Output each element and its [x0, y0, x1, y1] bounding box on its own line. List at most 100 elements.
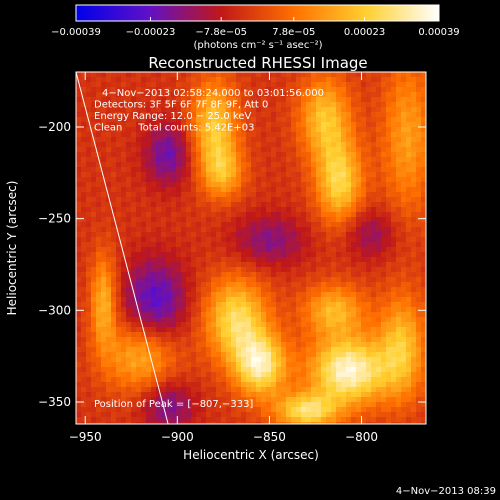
heatmap-pixel [81, 172, 87, 178]
heatmap-pixel [91, 162, 97, 168]
heatmap-pixel [161, 77, 167, 83]
heatmap-pixel [261, 397, 267, 403]
heatmap-pixel [396, 322, 402, 328]
heatmap-pixel [96, 212, 102, 218]
heatmap-pixel [111, 167, 117, 173]
heatmap-pixel [376, 107, 382, 113]
heatmap-pixel [396, 347, 402, 353]
heatmap-pixel [131, 287, 137, 293]
heatmap-pixel [86, 272, 92, 278]
heatmap-pixel [261, 182, 267, 188]
heatmap-pixel [366, 342, 372, 348]
heatmap-pixel [361, 282, 367, 288]
heatmap-pixel [101, 317, 107, 323]
heatmap-pixel [271, 117, 277, 123]
heatmap-pixel [411, 142, 417, 148]
heatmap-pixel [406, 112, 412, 118]
heatmap-pixel [91, 172, 97, 178]
heatmap-pixel [151, 132, 157, 138]
heatmap-pixel [261, 367, 267, 373]
heatmap-pixel [166, 192, 172, 198]
heatmap-pixel [216, 307, 222, 313]
heatmap-pixel [171, 352, 177, 358]
heatmap-pixel [346, 367, 352, 373]
heatmap-pixel [91, 257, 97, 263]
heatmap-pixel [161, 267, 167, 273]
heatmap-pixel [106, 262, 112, 268]
heatmap-pixel [261, 87, 267, 93]
heatmap-pixel [191, 302, 197, 308]
heatmap-pixel [156, 372, 162, 378]
heatmap-pixel [156, 422, 162, 424]
heatmap-pixel [181, 147, 187, 153]
heatmap-pixel [231, 182, 237, 188]
heatmap-pixel [221, 422, 227, 424]
heatmap-pixel [421, 92, 426, 98]
heatmap-pixel [136, 332, 142, 338]
heatmap-pixel [386, 417, 392, 423]
heatmap-pixel [181, 387, 187, 393]
heatmap-pixel [251, 217, 257, 223]
heatmap-pixel [271, 227, 277, 233]
heatmap-pixel [216, 337, 222, 343]
heatmap-pixel [111, 377, 117, 383]
heatmap-pixel [286, 287, 292, 293]
heatmap-pixel [421, 137, 426, 143]
heatmap-pixel [186, 187, 192, 193]
heatmap-pixel [391, 87, 397, 93]
heatmap-pixel [381, 122, 387, 128]
heatmap-pixel [211, 207, 217, 213]
heatmap-pixel [106, 102, 112, 108]
heatmap-pixel [376, 207, 382, 213]
heatmap-pixel [336, 187, 342, 193]
heatmap-pixel [76, 187, 82, 193]
heatmap-pixel [311, 292, 317, 298]
heatmap-pixel [421, 177, 426, 183]
heatmap-pixel [231, 157, 237, 163]
heatmap-pixel [271, 162, 277, 168]
heatmap-pixel [281, 372, 287, 378]
heatmap-pixel [291, 232, 297, 238]
heatmap-pixel [366, 87, 372, 93]
heatmap-pixel [301, 387, 307, 393]
heatmap-pixel [161, 402, 167, 408]
heatmap-pixel [216, 327, 222, 333]
heatmap-pixel [386, 297, 392, 303]
heatmap-pixel [211, 217, 217, 223]
heatmap-pixel [251, 342, 257, 348]
heatmap-pixel [226, 132, 232, 138]
heatmap-pixel [121, 267, 127, 273]
heatmap-pixel [191, 237, 197, 243]
heatmap-pixel [231, 332, 237, 338]
heatmap-pixel [166, 367, 172, 373]
heatmap-pixel [391, 217, 397, 223]
heatmap-pixel [316, 182, 322, 188]
heatmap-pixel [281, 77, 287, 83]
heatmap-pixel [366, 362, 372, 368]
heatmap-pixel [316, 392, 322, 398]
heatmap-pixel [241, 327, 247, 333]
heatmap-pixel [266, 392, 272, 398]
heatmap-pixel [376, 352, 382, 358]
heatmap-pixel [151, 217, 157, 223]
heatmap-pixel [76, 212, 82, 218]
heatmap-pixel [386, 157, 392, 163]
heatmap-pixel [356, 207, 362, 213]
heatmap-pixel [261, 402, 267, 408]
heatmap-pixel [266, 332, 272, 338]
heatmap-pixel [76, 347, 82, 353]
heatmap-pixel [206, 212, 212, 218]
heatmap-pixel [111, 92, 117, 98]
heatmap-pixel [151, 152, 157, 158]
heatmap-pixel [221, 377, 227, 383]
heatmap-pixel [276, 422, 282, 424]
heatmap-pixel [141, 412, 147, 418]
heatmap-pixel [146, 242, 152, 248]
heatmap-pixel [351, 217, 357, 223]
heatmap-pixel [341, 402, 347, 408]
heatmap-pixel [141, 147, 147, 153]
heatmap-pixel [236, 417, 242, 423]
heatmap-pixel [166, 267, 172, 273]
heatmap-pixel [366, 112, 372, 118]
heatmap-pixel [421, 367, 426, 373]
